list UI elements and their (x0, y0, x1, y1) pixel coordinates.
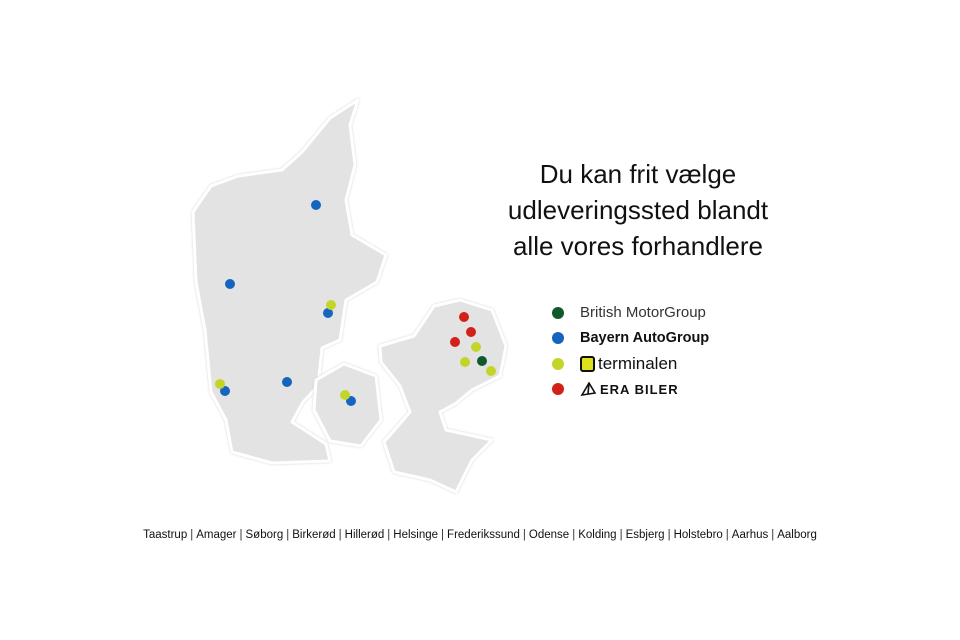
headline-line: alle vores forhandlere (512, 231, 764, 261)
legend-label: Bayern AutoGroup (580, 330, 710, 347)
legend-item-terminalen: terminalen (552, 351, 709, 377)
separator: | (239, 529, 243, 541)
city-name: Frederikssund (447, 529, 520, 541)
legend-label: British MotorGroup (580, 304, 706, 322)
headline-line: udleveringssted blandt (507, 195, 769, 225)
separator: | (667, 529, 671, 541)
location-marker-terminalen (471, 342, 481, 352)
location-marker-terminalen (486, 366, 496, 376)
separator: | (619, 529, 623, 541)
city-name: Esbjerg (625, 529, 665, 541)
location-marker-bayern (323, 308, 333, 318)
location-marker-terminalen (340, 390, 350, 400)
legend-label: ERA BILER (600, 381, 679, 397)
headline: Du kan frit vælge udleveringssted blandt… (470, 156, 806, 264)
location-marker-bayern (311, 200, 321, 210)
city-name: Birkerød (292, 529, 336, 541)
legend-dot-icon (552, 332, 564, 345)
city-name: Hillerød (344, 529, 385, 541)
city-name: Holstebro (673, 529, 723, 541)
separator: | (441, 529, 445, 541)
location-marker-era (459, 312, 469, 322)
location-marker-bayern (220, 386, 230, 396)
legend-item-british-motorgroup: British MotorGroup (552, 300, 709, 326)
era-logo-icon (580, 382, 596, 397)
location-marker-terminalen (326, 300, 336, 310)
legend-dot-icon (552, 306, 564, 319)
location-marker-bayern (282, 377, 292, 387)
legend-label: terminalen (598, 353, 678, 373)
city-name: Aalborg (777, 529, 817, 541)
jutland (191, 98, 388, 465)
city-name: Søborg (245, 529, 284, 541)
location-marker-terminalen (460, 357, 470, 367)
city-name: Aarhus (731, 529, 769, 541)
legend-dot-icon (552, 383, 564, 396)
legend-item-era-biler: ERA BILER (552, 377, 709, 403)
location-marker-era (450, 337, 460, 347)
separator: | (572, 529, 576, 541)
legend: British MotorGroup Bayern AutoGroup term… (552, 300, 709, 402)
separator: | (387, 529, 391, 541)
city-name: Helsinge (393, 529, 439, 541)
location-marker-era (466, 327, 476, 337)
city-name: Odense (528, 529, 570, 541)
funen (312, 362, 383, 448)
location-marker-bayern (225, 279, 235, 289)
city-name: Kolding (578, 529, 617, 541)
separator: | (190, 529, 194, 541)
headline-line: Du kan frit vælge (539, 159, 737, 189)
legend-dot-icon (552, 357, 564, 370)
city-name: Taastrup (143, 529, 188, 541)
zealand (378, 298, 508, 494)
legend-item-bayern-autogroup: Bayern AutoGroup (552, 326, 709, 352)
location-marker-terminalen (215, 379, 225, 389)
terminalen-logo-icon (580, 355, 595, 372)
city-name: Amager (196, 529, 237, 541)
city-list: Taastrup | Amager | Søborg | Birkerød | Hillerød… (0, 529, 960, 541)
separator: | (522, 529, 526, 541)
separator: | (725, 529, 729, 541)
separator: | (286, 529, 290, 541)
location-marker-british (477, 356, 487, 366)
separator: | (771, 529, 775, 541)
separator: | (338, 529, 342, 541)
